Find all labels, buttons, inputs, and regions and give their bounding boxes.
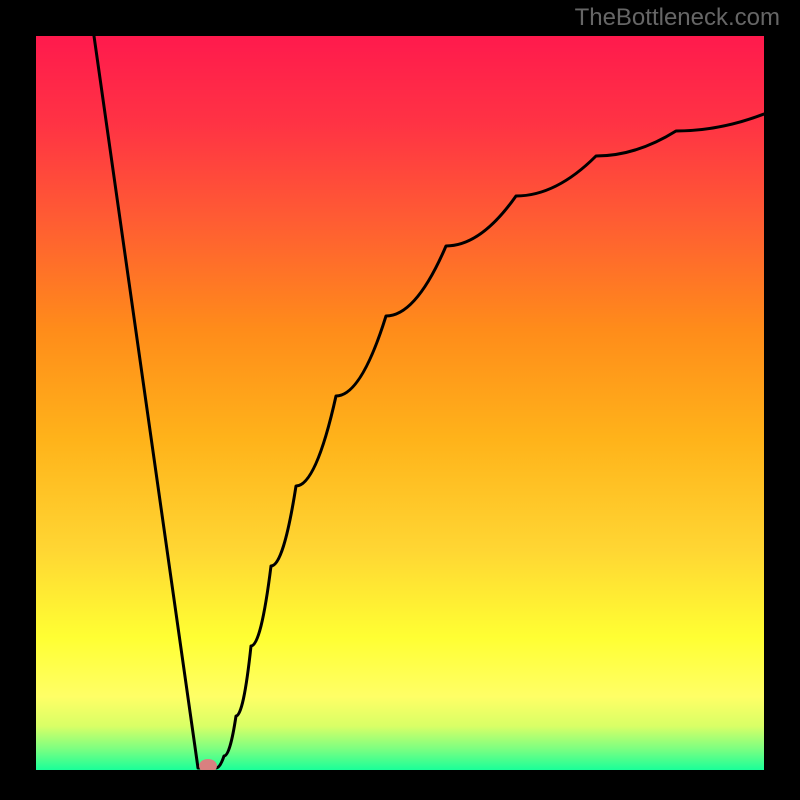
- frame-right: [764, 0, 800, 800]
- frame-bottom: [0, 770, 800, 800]
- watermark-text: TheBottleneck.com: [575, 4, 780, 32]
- chart-container: TheBottleneck.com: [0, 0, 800, 800]
- frame-left: [0, 0, 36, 800]
- gradient-background: [36, 36, 764, 770]
